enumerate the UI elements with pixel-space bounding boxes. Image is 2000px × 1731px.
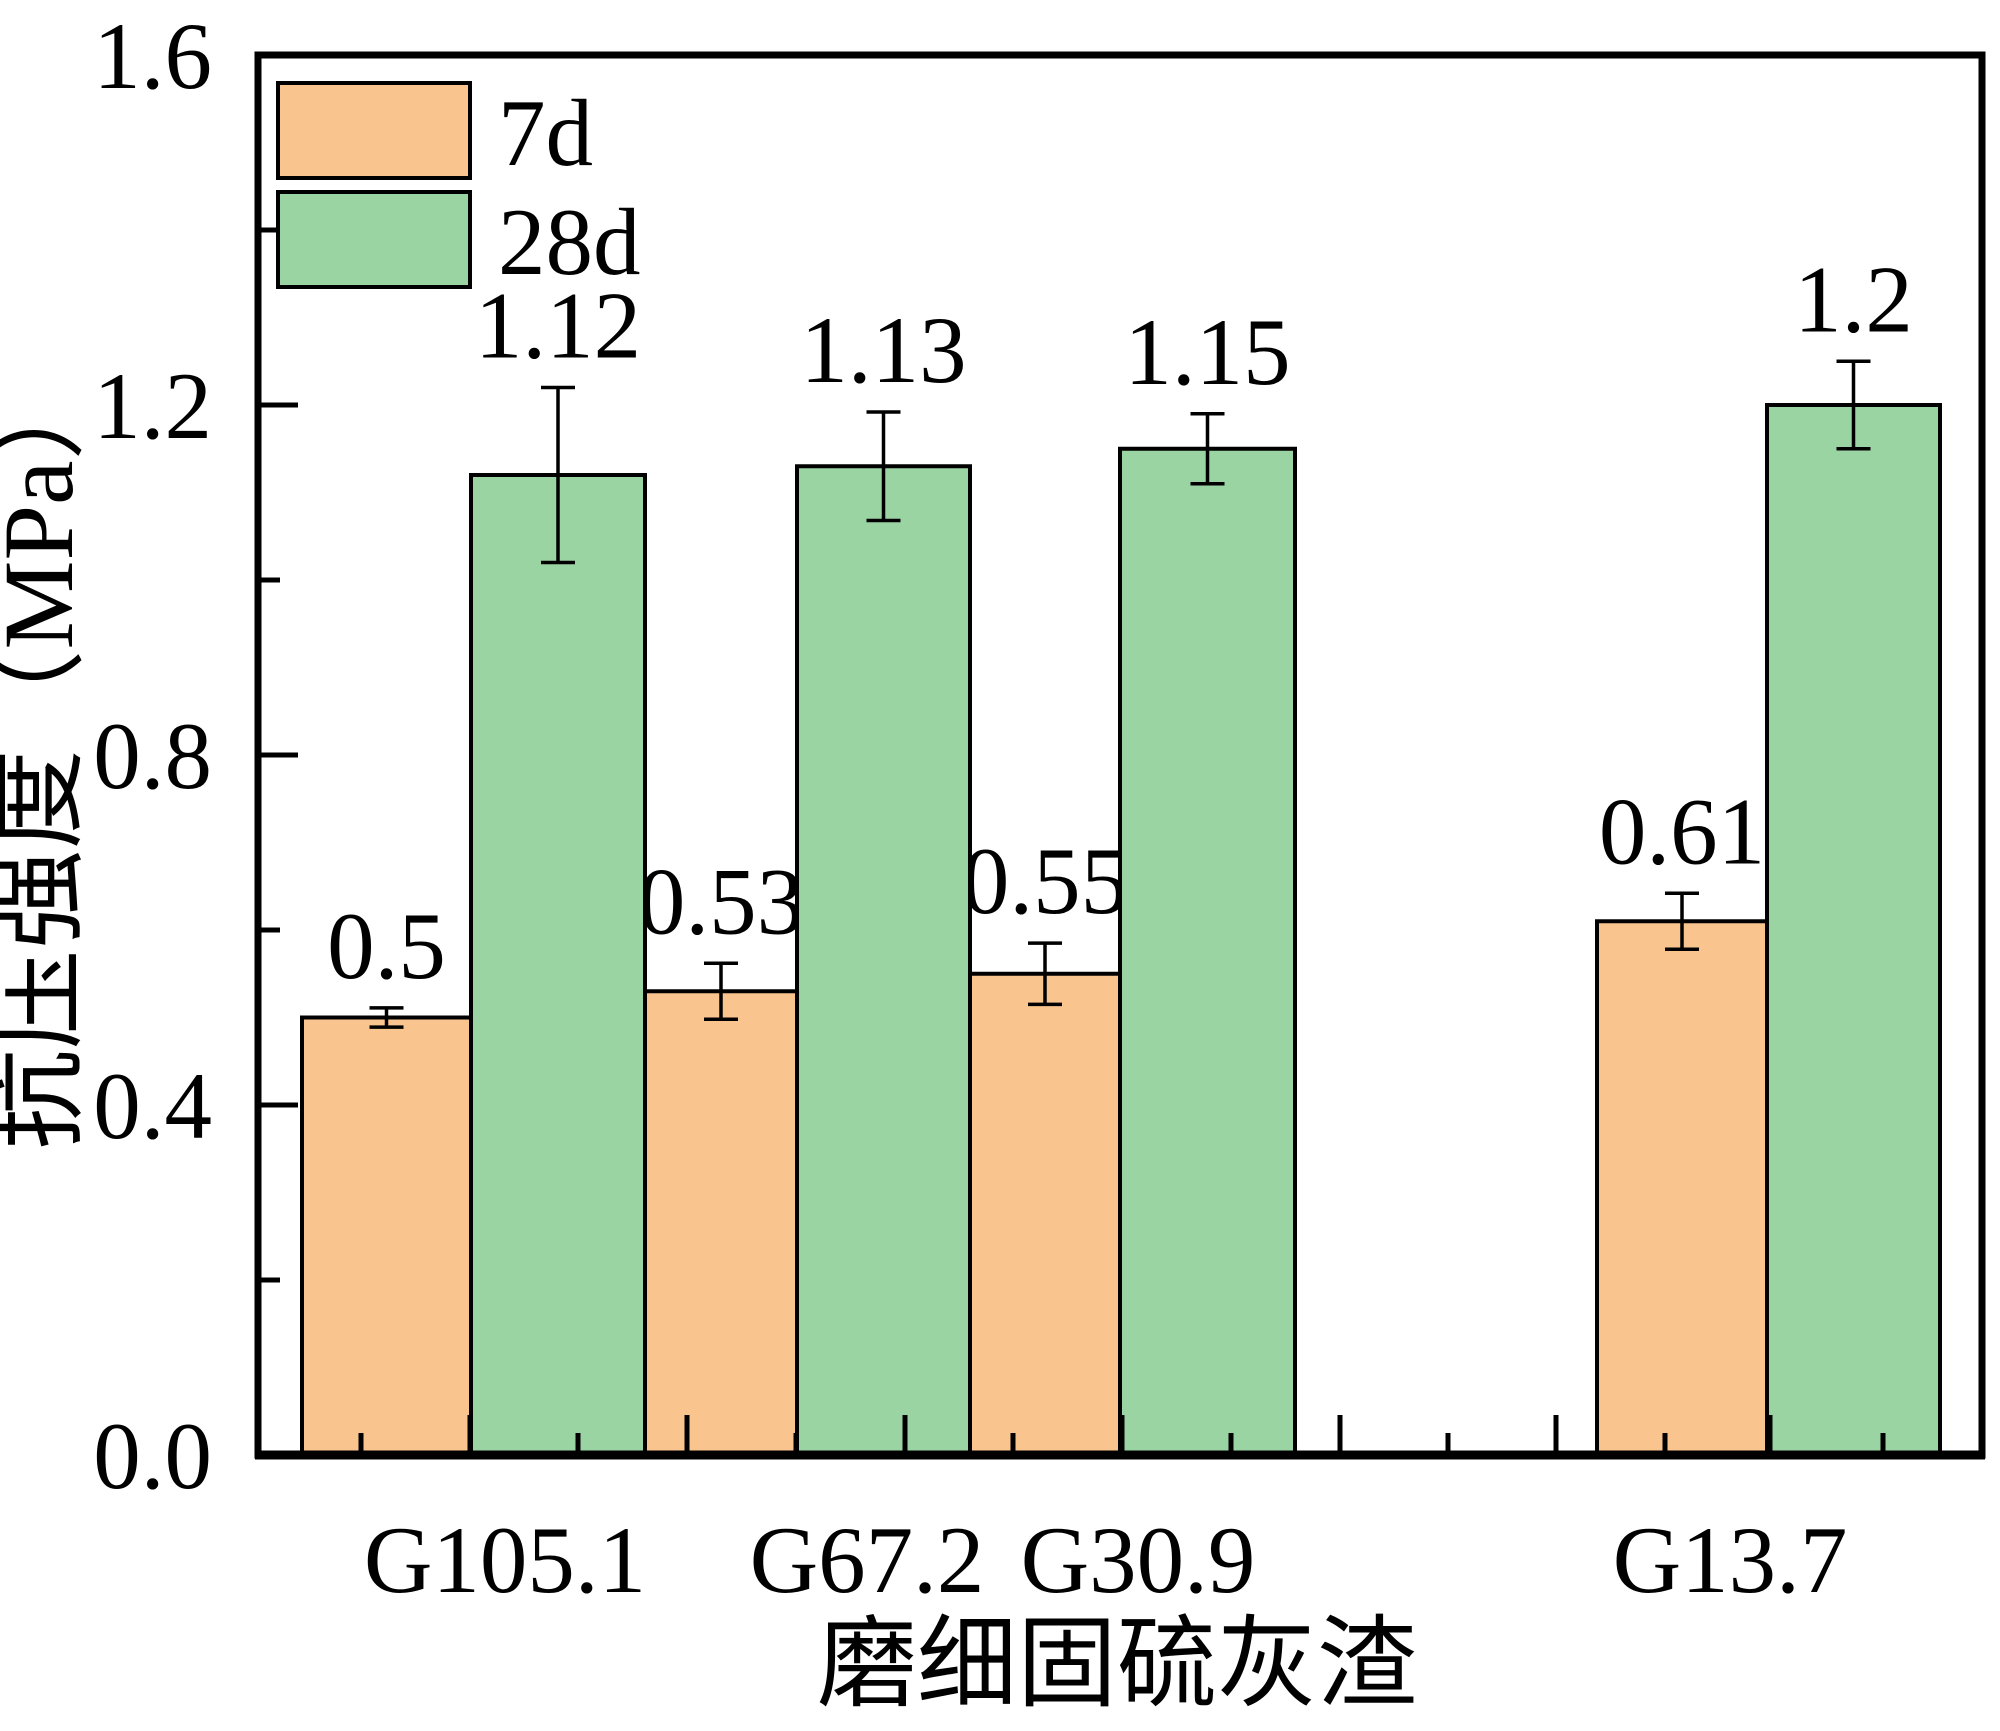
legend-swatch-28d (276, 190, 472, 289)
value-label-7d-G13.7: 0.61 (1599, 778, 1765, 884)
bar-7d-G105.1 (300, 1015, 473, 1457)
y-tick-label-0.0: 0.0 (93, 1403, 212, 1509)
value-label-28d-G13.7: 1.2 (1794, 246, 1913, 352)
bar-7d-G67.2 (643, 989, 799, 1457)
ticks-layer: 0.0 0.4 0.8 1.2 1.6 G105.1 G67.2 G30.9 G13.7 (93, 3, 1886, 1613)
value-label-28d-G67.2: 1.13 (800, 297, 966, 403)
bar-28d-G30.9 (1118, 446, 1297, 1457)
value-label-7d-G67.2: 0.53 (638, 848, 804, 954)
value-label-7d-G30.9: 0.55 (962, 828, 1128, 934)
y-tick-label-1.2: 1.2 (93, 353, 212, 459)
x-tick-label-G30.9: G30.9 (1021, 1507, 1256, 1613)
y-tick-label-1.6: 1.6 (93, 3, 212, 109)
x-tick-label-G105.1: G105.1 (364, 1507, 646, 1613)
bar-7d-G30.9 (968, 971, 1122, 1457)
legend: 7d 28d (276, 80, 641, 295)
value-label-28d-G30.9: 1.15 (1124, 299, 1290, 405)
bar-7d-G13.7 (1595, 919, 1769, 1457)
x-tick-label-G67.2: G67.2 (750, 1507, 985, 1613)
value-label-28d-G105.1: 1.12 (475, 273, 641, 379)
y-tick-label-0.8: 0.8 (93, 703, 212, 809)
value-label-7d-G105.1: 0.5 (327, 893, 446, 999)
legend-label-7d: 7d (498, 80, 593, 186)
bar-28d-G67.2 (795, 464, 972, 1457)
x-tick-label-G13.7: G13.7 (1613, 1507, 1848, 1613)
y-axis-title: 抗压强度（MPa） (0, 361, 94, 1150)
legend-label-28d: 28d (498, 189, 641, 295)
bar-28d-G13.7 (1765, 403, 1942, 1457)
bar-28d-G105.1 (469, 473, 647, 1457)
legend-swatch-7d (276, 81, 472, 180)
x-axis-title: 磨细固硫灰渣 (817, 1609, 1417, 1720)
bars-layer: 0.5 0.53 0.55 0.61 1.12 1.13 1.15 1.2 (300, 246, 1942, 1457)
y-tick-label-0.4: 0.4 (93, 1053, 212, 1159)
